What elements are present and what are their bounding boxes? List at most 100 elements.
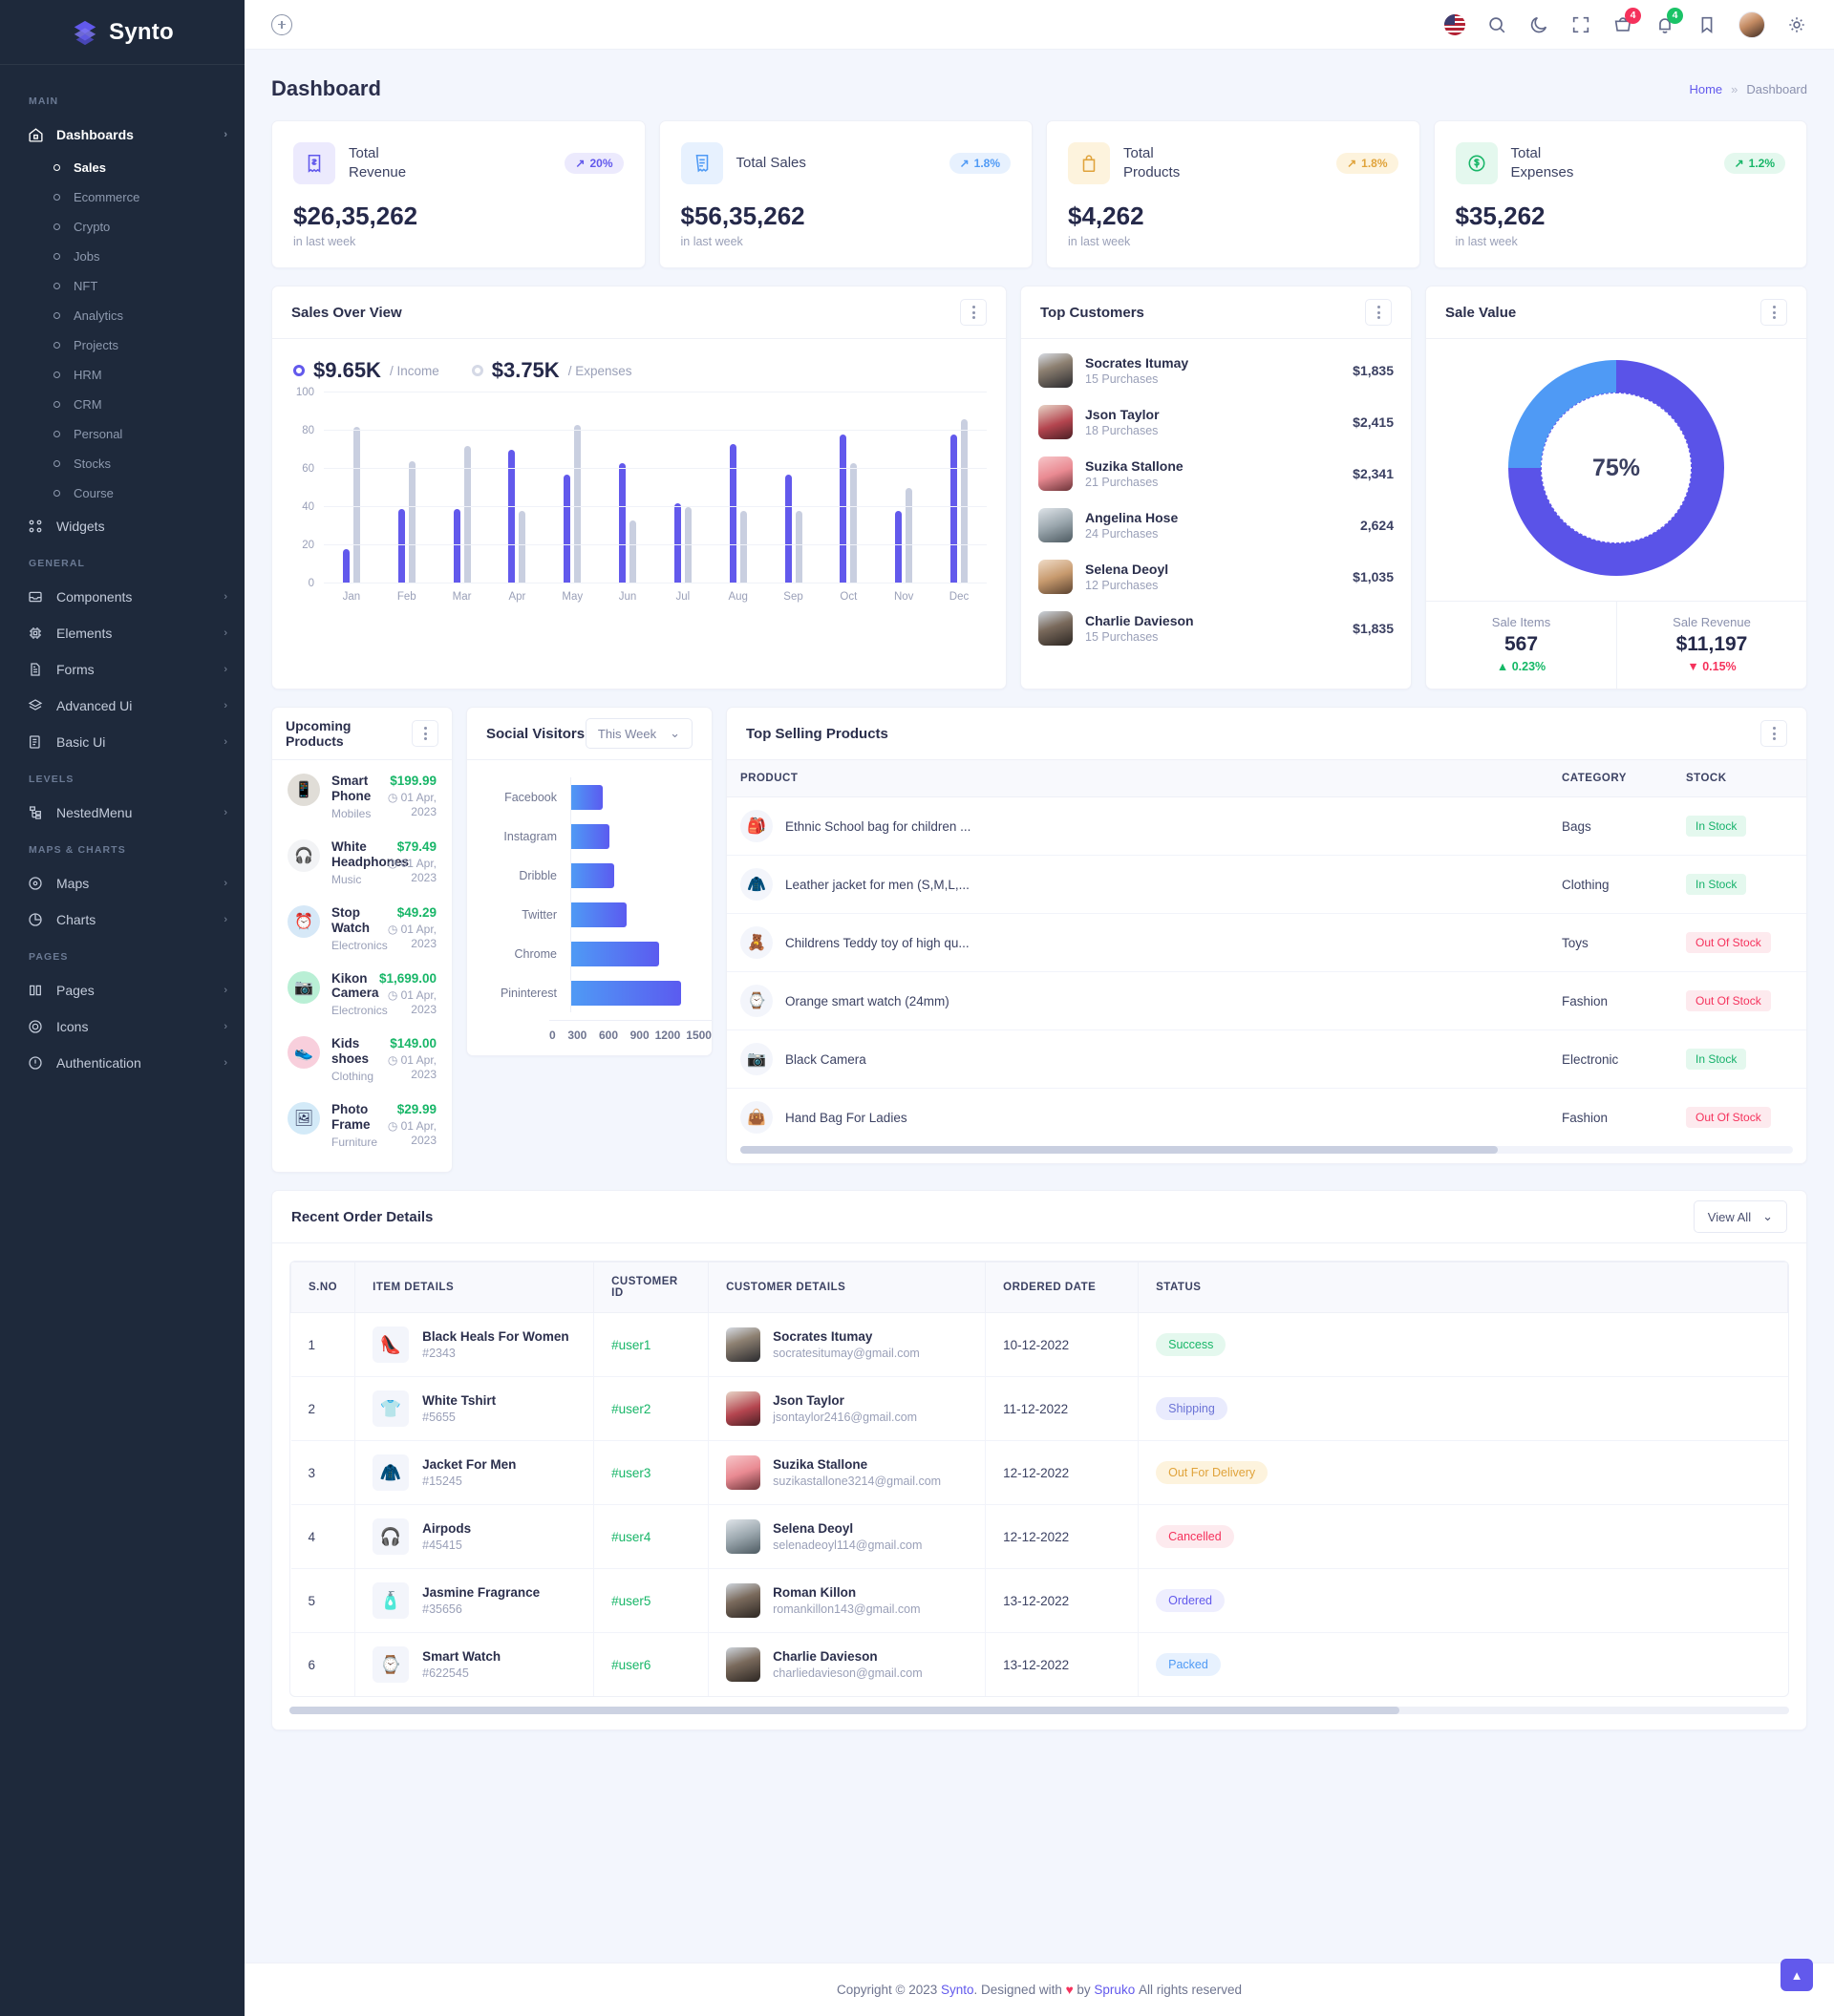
table-row[interactable]: 🧸 Childrens Teddy toy of high qu... Toys Ou… bbox=[727, 913, 1806, 972]
footer-author-link[interactable]: Spruko bbox=[1094, 1983, 1136, 1997]
breadcrumb-home[interactable]: Home bbox=[1689, 81, 1723, 96]
avatar[interactable] bbox=[1738, 11, 1765, 38]
legend-label: / Expenses bbox=[567, 363, 632, 378]
product-category: Clothing bbox=[331, 1070, 374, 1084]
sidebar-subitem-projects[interactable]: Projects bbox=[0, 330, 245, 360]
table-row[interactable]: 6 ⌚ Smart Watch #622545 #user6 Charlie Davies… bbox=[290, 1632, 1788, 1697]
upcoming-product-row[interactable]: 📱 Smart Phone Mobiles $199.99 ◷ 01 Apr, 2023 bbox=[288, 764, 437, 830]
sidebar-item-basic-ui[interactable]: Basic Ui › bbox=[0, 724, 245, 760]
customer-id[interactable]: #user3 bbox=[611, 1465, 651, 1480]
period-select[interactable]: This Week ⌄ bbox=[585, 718, 693, 749]
chart-bar bbox=[784, 475, 792, 584]
customer-row[interactable]: Socrates Itumay 15 Purchases $1,835 bbox=[1038, 345, 1394, 396]
heart-icon: ♥ bbox=[1065, 1983, 1074, 1997]
upcoming-product-row[interactable]: ⏰ Stop Watch Electronics $49.29 ◷ 01 Apr, 20… bbox=[288, 896, 437, 962]
upcoming-product-row[interactable]: 🖼 Photo Frame Furniture $29.99 ◷ 01 Apr, 202… bbox=[288, 1093, 437, 1158]
sidebar-subitem-crypto[interactable]: Crypto bbox=[0, 212, 245, 242]
moon-icon[interactable] bbox=[1528, 14, 1549, 35]
table-row[interactable]: 5 🧴 Jasmine Fragrance #35656 #user5 Roman Kil… bbox=[290, 1568, 1788, 1634]
kebab-menu-icon[interactable] bbox=[960, 299, 987, 326]
sidebar-nav: MAIN Dashboards › Sales Ecommerce Crypto… bbox=[0, 65, 245, 1081]
sidebar-item-nestedmenu[interactable]: NestedMenu › bbox=[0, 795, 245, 831]
customer-id[interactable]: #user1 bbox=[611, 1337, 651, 1352]
upcoming-product-row[interactable]: 📷 Kikon Camera Electronics $1,699.00 ◷ 01 Ap… bbox=[288, 962, 437, 1028]
sidebar-subitem-hrm[interactable]: HRM bbox=[0, 360, 245, 390]
sidebar-subitem-analytics[interactable]: Analytics bbox=[0, 301, 245, 330]
flag-us-icon[interactable] bbox=[1444, 13, 1465, 35]
sidebar-item-widgets[interactable]: Widgets bbox=[0, 508, 245, 544]
table-row[interactable]: ⌚ Orange smart watch (24mm) Fashion Out Of … bbox=[727, 971, 1806, 1030]
sidebar-subitem-sales[interactable]: Sales bbox=[0, 153, 245, 182]
kebab-menu-icon[interactable] bbox=[412, 720, 438, 747]
table-row[interactable]: 👜 Hand Bag For Ladies Fashion Out Of Stock bbox=[727, 1089, 1806, 1147]
sidebar-subitem-crm[interactable]: CRM bbox=[0, 390, 245, 419]
table-row[interactable]: 1 👠 Black Heals For Women #2343 #user1 Socrat… bbox=[290, 1312, 1788, 1378]
sidebar-item-charts[interactable]: Charts › bbox=[0, 902, 245, 938]
customer-amount: $1,835 bbox=[1353, 363, 1394, 378]
sidebar-item-pages[interactable]: Pages › bbox=[0, 972, 245, 1008]
sidebar-item-label: Components bbox=[56, 589, 133, 605]
customer-row[interactable]: Charlie Davieson 15 Purchases $1,835 bbox=[1038, 603, 1394, 654]
search-icon[interactable] bbox=[1486, 14, 1507, 35]
synto-logo-icon bbox=[71, 18, 99, 47]
customer-id[interactable]: #user2 bbox=[611, 1401, 651, 1416]
item-thumbnail-icon: 🎧 bbox=[373, 1518, 410, 1556]
footer-brand-link[interactable]: Synto bbox=[941, 1983, 974, 1997]
sidebar-toggle-icon[interactable] bbox=[271, 13, 292, 35]
bell-badge: 4 bbox=[1667, 7, 1683, 24]
upcoming-product-row[interactable]: 🎧 White Headphones Music $79.49 ◷ 01 Apr, 20… bbox=[288, 830, 437, 896]
table-row[interactable]: 4 🎧 Airpods #45415 #user4 Selena Deoyl selenad… bbox=[290, 1504, 1788, 1570]
status-badge: Shipping bbox=[1156, 1397, 1227, 1421]
chart-y-tick: 40 bbox=[302, 501, 314, 513]
upcoming-product-row[interactable]: 👟 Kids shoes Clothing $149.00 ◷ 01 Apr, 2023 bbox=[288, 1027, 437, 1093]
customer-row[interactable]: Angelina Hose 24 Purchases 2,624 bbox=[1038, 499, 1394, 551]
sidebar-subitem-personal[interactable]: Personal bbox=[0, 419, 245, 449]
sidebar-subitem-nft[interactable]: NFT bbox=[0, 271, 245, 301]
stock-badge: Out Of Stock bbox=[1686, 990, 1771, 1011]
customer-id[interactable]: #user5 bbox=[611, 1593, 651, 1608]
customer-row[interactable]: Suzika Stallone 21 Purchases $2,341 bbox=[1038, 448, 1394, 499]
table-row[interactable]: 🧥 Leather jacket for men (S,M,L,... Clothi… bbox=[727, 855, 1806, 914]
chevron-down-icon: ⌄ bbox=[1762, 1209, 1773, 1224]
kebab-menu-icon[interactable] bbox=[1760, 299, 1787, 326]
kebab-menu-icon[interactable] bbox=[1365, 299, 1392, 326]
bullet-icon bbox=[53, 283, 60, 289]
table-row[interactable]: 3 🧥 Jacket For Men #15245 #user3 Suzika Stall… bbox=[290, 1440, 1788, 1506]
sidebar-subitem-stocks[interactable]: Stocks bbox=[0, 449, 245, 478]
sidebar-item-authentication[interactable]: Authentication › bbox=[0, 1045, 245, 1081]
cart-icon[interactable]: 4 bbox=[1612, 7, 1641, 35]
scroll-to-top-button[interactable]: ▲ bbox=[1781, 1959, 1813, 1991]
gear-icon[interactable] bbox=[1786, 14, 1807, 35]
cell-customer-details: Charlie Davieson charliedavieson@gmail.co… bbox=[708, 1632, 987, 1697]
col-customer-id: CUSTOMER ID bbox=[593, 1262, 710, 1314]
bookmark-icon[interactable] bbox=[1696, 14, 1717, 35]
sidebar-item-dashboards[interactable]: Dashboards › bbox=[0, 117, 245, 153]
recent-orders-body: S.NO ITEM DETAILS CUSTOMER ID CUSTOMER D… bbox=[272, 1243, 1806, 1705]
kebab-menu-icon[interactable] bbox=[1760, 720, 1787, 747]
fullscreen-icon[interactable] bbox=[1570, 14, 1591, 35]
table-row[interactable]: 🎒 Ethnic School bag for children ... Bags I… bbox=[727, 796, 1806, 856]
sidebar-subitem-jobs[interactable]: Jobs bbox=[0, 242, 245, 271]
horizontal-scrollbar[interactable] bbox=[289, 1707, 1789, 1715]
sidebar-subitem-course[interactable]: Course bbox=[0, 478, 245, 508]
customer-id[interactable]: #user4 bbox=[611, 1529, 651, 1544]
customer-row[interactable]: Json Taylor 18 Purchases $2,415 bbox=[1038, 396, 1394, 448]
sidebar-item-advanced-ui[interactable]: Advanced Ui › bbox=[0, 688, 245, 724]
sidebar-item-forms[interactable]: Forms › bbox=[0, 651, 245, 688]
table-row[interactable]: 2 👕 White Tshirt #5655 #user2 Json Taylor json… bbox=[290, 1376, 1788, 1442]
sidebar-item-maps[interactable]: Maps › bbox=[0, 865, 245, 902]
customer-row[interactable]: Selena Deoyl 12 Purchases $1,035 bbox=[1038, 551, 1394, 603]
trend-up-icon: ↗ bbox=[575, 157, 586, 170]
donut-ring: 75% bbox=[1508, 360, 1724, 576]
bell-icon[interactable]: 4 bbox=[1654, 7, 1683, 35]
horizontal-scrollbar[interactable] bbox=[740, 1146, 1793, 1154]
sidebar-item-components[interactable]: Components › bbox=[0, 579, 245, 615]
sidebar-item-icons[interactable]: Icons › bbox=[0, 1008, 245, 1045]
sidebar-item-elements[interactable]: Elements › bbox=[0, 615, 245, 651]
customer-id[interactable]: #user6 bbox=[611, 1657, 651, 1672]
sidebar-subitem-ecommerce[interactable]: Ecommerce bbox=[0, 182, 245, 212]
stat-delta: 20% bbox=[589, 157, 613, 170]
view-all-button[interactable]: View All ⌄ bbox=[1693, 1200, 1787, 1234]
table-row[interactable]: 📷 Black Camera Electronic In Stock bbox=[727, 1029, 1806, 1089]
brand[interactable]: Synto bbox=[0, 0, 245, 65]
